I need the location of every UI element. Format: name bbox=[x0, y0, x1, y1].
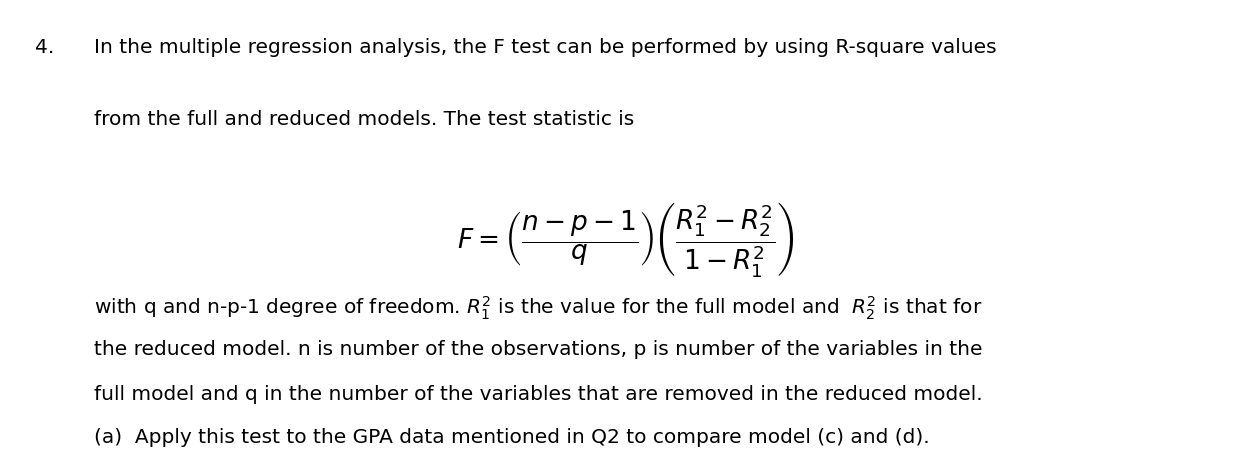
Text: (a)  Apply this test to the GPA data mentioned in Q2 to compare model (c) and (d: (a) Apply this test to the GPA data ment… bbox=[94, 428, 929, 447]
Text: In the multiple regression analysis, the F test can be performed by using R-squa: In the multiple regression analysis, the… bbox=[94, 38, 997, 57]
Text: with q and n-p-1 degree of freedom. $R_1^2$ is the value for the full model and : with q and n-p-1 degree of freedom. $R_1… bbox=[94, 295, 983, 322]
Text: the reduced model. n is number of the observations, p is number of the variables: the reduced model. n is number of the ob… bbox=[94, 340, 983, 359]
Text: from the full and reduced models. The test statistic is: from the full and reduced models. The te… bbox=[94, 110, 635, 129]
Text: 4.: 4. bbox=[35, 38, 54, 57]
Text: full model and q in the number of the variables that are removed in the reduced : full model and q in the number of the va… bbox=[94, 385, 983, 404]
Text: $F = \left(\dfrac{n - p - 1}{q}\right)\left(\dfrac{R_1^2 - R_2^2}{1 - R_1^2}\rig: $F = \left(\dfrac{n - p - 1}{q}\right)\l… bbox=[457, 200, 795, 279]
